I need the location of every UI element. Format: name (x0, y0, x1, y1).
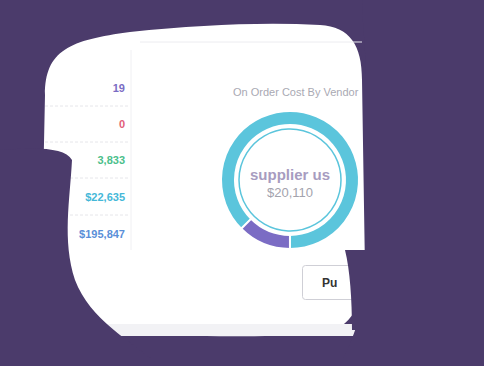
svg-text:On Order Cost By Vendor: On Order Cost By Vendor (233, 86, 359, 98)
svg-text:supplier us: supplier us (250, 166, 330, 183)
svg-text:0: 0 (119, 118, 125, 130)
svg-text:$20,110: $20,110 (267, 185, 313, 200)
svg-text:19: 19 (113, 82, 125, 94)
svg-text:3,833: 3,833 (97, 154, 125, 166)
svg-text:$195,847: $195,847 (79, 228, 125, 240)
svg-text:$22,635: $22,635 (85, 191, 125, 203)
svg-text:Pu: Pu (322, 276, 337, 290)
